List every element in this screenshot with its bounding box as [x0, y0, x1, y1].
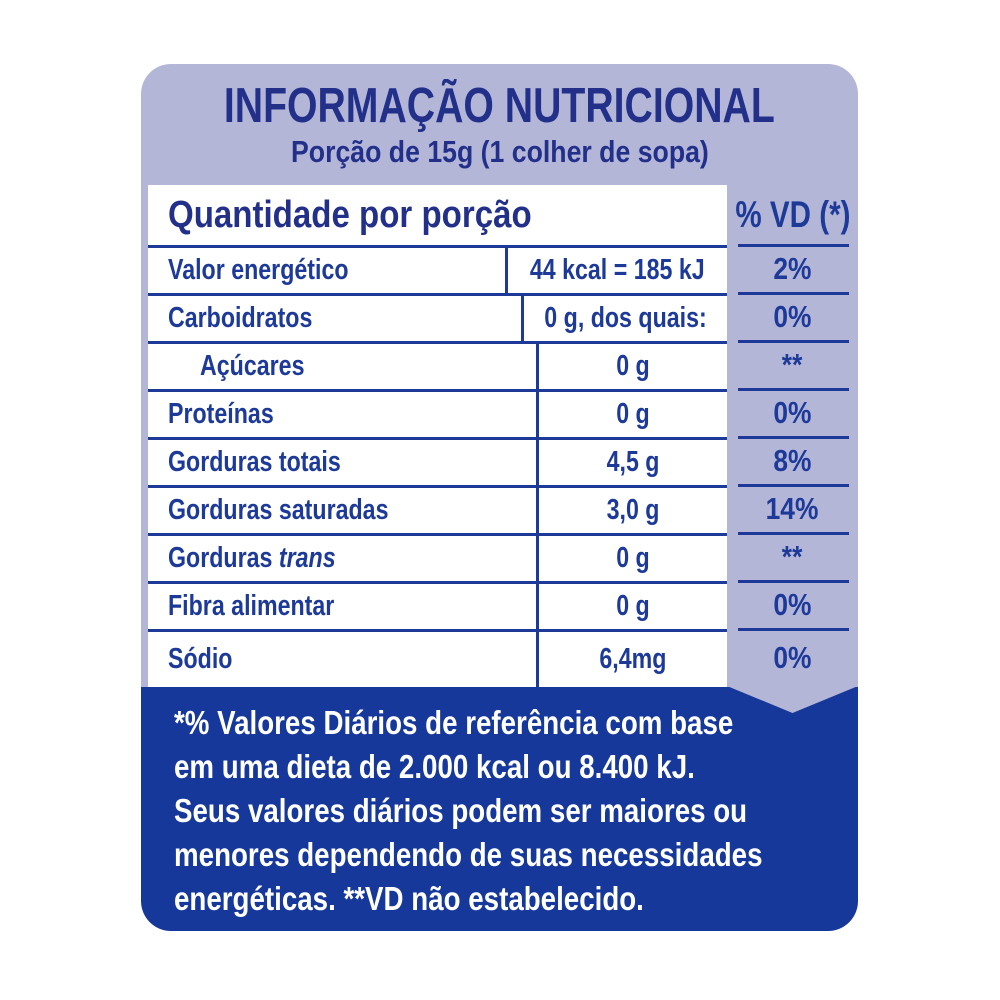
footnote-line: *% Valores Diários de referência com bas… — [174, 704, 734, 741]
vd-cell: 0% — [727, 628, 858, 687]
table-row: Proteínas 0 g — [148, 389, 727, 437]
vd-value: ** — [782, 539, 803, 574]
vd-cell: 14% — [727, 484, 858, 533]
label-header-panel: INFORMAÇÃO NUTRICIONAL Porção de 15g (1 … — [141, 64, 858, 687]
nutrient-amount: 0 g — [616, 398, 650, 430]
nutrient-name-cell: Gorduras totais — [148, 440, 536, 485]
vd-values: 2% 0% ** 0% 8% 14% ** 0% 0% — [727, 244, 858, 687]
vd-value: 8% — [773, 443, 812, 478]
daily-values-footnote: *% Valores Diários de referência com bas… — [174, 701, 846, 921]
subtitle-row: Porção de 15g (1 colher de sopa) — [141, 134, 858, 170]
table-row: Gorduras trans 0 g — [148, 533, 727, 581]
vd-value: 0% — [773, 395, 812, 430]
table-row: Gorduras saturadas 3,0 g — [148, 485, 727, 533]
vd-value: 2% — [773, 251, 812, 286]
nutrient-name-cell: Carboidratos — [148, 296, 521, 341]
vd-cell: 2% — [727, 244, 858, 293]
table-row: Fibra alimentar 0 g — [148, 581, 727, 629]
nutrient-amount: 0 g, dos quais: — [544, 302, 707, 334]
nutrient-name: Fibra alimentar — [168, 590, 335, 622]
nutrient-name: Gorduras totais — [168, 446, 341, 478]
table-row: Carboidratos 0 g, dos quais: — [148, 293, 727, 341]
nutrient-name-cell: Gorduras trans — [148, 536, 536, 581]
footnote-line: energéticas. **VD não estabelecido. — [174, 880, 644, 917]
vd-cell: 0% — [727, 292, 858, 341]
nutrient-amount-cell: 0 g, dos quais: — [520, 296, 727, 341]
quantity-per-serving-header: Quantidade por porção — [168, 193, 532, 236]
nutrition-label-card: INFORMAÇÃO NUTRICIONAL Porção de 15g (1 … — [141, 64, 858, 931]
nutrient-amount: 4,5 g — [606, 446, 660, 478]
nutrient-amount-cell: 4,5 g — [536, 440, 727, 485]
nutrient-name-cell: Sódio — [148, 632, 536, 687]
nutrient-name-cell: Valor energético — [148, 248, 505, 293]
nutrient-name-cell: Proteínas — [148, 392, 536, 437]
page-title: INFORMAÇÃO NUTRICIONAL — [224, 79, 775, 133]
vd-value: 0% — [773, 640, 812, 675]
serving-size-subtitle: Porção de 15g (1 colher de sopa) — [290, 134, 709, 169]
nutrient-amount: 3,0 g — [606, 494, 660, 526]
nutrient-amount: 6,4mg — [599, 643, 667, 675]
nutrient-name-cell: Açúcares — [148, 344, 536, 389]
footnote-line: Seus valores diários podem ser maiores o… — [174, 792, 748, 829]
vd-value: ** — [782, 347, 803, 382]
nutrient-amount-cell: 0 g — [536, 584, 727, 629]
vd-value: 0% — [773, 587, 812, 622]
daily-value-column: % VD (*) 2% 0% ** 0% 8% 14% ** 0% 0% — [727, 185, 858, 687]
footnote-panel: *% Valores Diários de referência com bas… — [141, 687, 858, 931]
nutrient-name: Sódio — [168, 643, 233, 675]
nutrient-amount-cell: 44 kcal = 185 kJ — [505, 248, 727, 293]
nutrient-amount-cell: 6,4mg — [536, 632, 727, 687]
nutrient-amount: 0 g — [616, 590, 650, 622]
daily-value-header: % VD (*) — [734, 194, 851, 235]
nutrient-amount-cell: 0 g — [536, 344, 727, 389]
footnote-line: em uma dieta de 2.000 kcal ou 8.400 kJ. — [174, 748, 695, 785]
table-row: Valor energético 44 kcal = 185 kJ — [148, 245, 727, 293]
table-row: Gorduras totais 4,5 g — [148, 437, 727, 485]
nutrient-amount-cell: 0 g — [536, 536, 727, 581]
vd-cell: ** — [727, 532, 858, 581]
nutrient-name: Carboidratos — [168, 302, 313, 334]
vd-value: 0% — [773, 299, 812, 334]
nutrient-amount: 44 kcal = 185 kJ — [530, 254, 706, 286]
nutrient-name-cell: Gorduras saturadas — [148, 488, 536, 533]
nutrient-name: Proteínas — [168, 398, 274, 430]
nutrient-amount: 0 g — [616, 350, 650, 382]
nutrient-amount-cell: 3,0 g — [536, 488, 727, 533]
table-row: Sódio 6,4mg — [148, 629, 727, 687]
daily-value-header-cell: % VD (*) — [727, 185, 858, 245]
vd-cell: 0% — [727, 388, 858, 437]
vd-value: 14% — [766, 491, 819, 526]
table-rows: Valor energético 44 kcal = 185 kJ Carboidr… — [148, 245, 727, 687]
nutrient-name: Açúcares — [200, 350, 305, 382]
title-row: INFORMAÇÃO NUTRICIONAL — [141, 78, 858, 134]
vd-cell: 0% — [727, 580, 858, 629]
nutrient-name: Gorduras saturadas — [168, 494, 389, 526]
footnote-line: menores dependendo de suas necessidades — [174, 836, 763, 873]
vd-cell: ** — [727, 340, 858, 389]
nutrient-name-cell: Fibra alimentar — [148, 584, 536, 629]
table-header-row: Quantidade por porção — [148, 185, 727, 245]
nutrient-name: Valor energético — [168, 254, 349, 286]
nutrient-amount-cell: 0 g — [536, 392, 727, 437]
vd-cell: 8% — [727, 436, 858, 485]
nutrient-name: Gorduras trans — [168, 542, 336, 574]
table-row: Açúcares 0 g — [148, 341, 727, 389]
nutrient-amount: 0 g — [616, 542, 650, 574]
nutrition-table: Quantidade por porção Valor energético 44… — [148, 185, 727, 687]
